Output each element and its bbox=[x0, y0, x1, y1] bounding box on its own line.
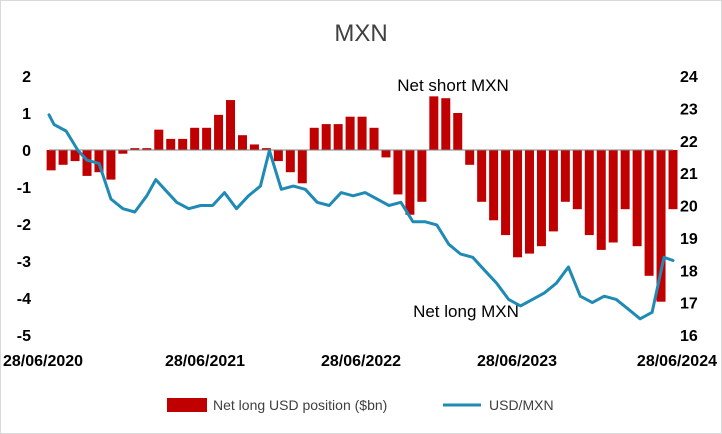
bar-2023-05-05 bbox=[489, 150, 499, 221]
left-tick-label: -3 bbox=[17, 254, 31, 271]
bar-2020-09-25 bbox=[82, 150, 92, 176]
bar-2022-05-06 bbox=[333, 124, 343, 150]
right-tick-label: 20 bbox=[680, 199, 698, 216]
bar-2021-05-07 bbox=[178, 138, 188, 150]
bar-2024-01-12 bbox=[596, 150, 606, 250]
bar-2021-08-27 bbox=[226, 100, 236, 150]
bar-2022-04-08 bbox=[321, 124, 331, 150]
right-tick-label: 17 bbox=[680, 296, 698, 313]
bar-2022-12-16 bbox=[429, 96, 439, 150]
bar-2024-05-31 bbox=[656, 150, 666, 302]
bar-2024-06-28 bbox=[668, 150, 678, 210]
bar-2020-07-31 bbox=[58, 150, 68, 165]
bar-2023-03-10 bbox=[465, 150, 475, 165]
x-tick-label: 28/06/2024 bbox=[637, 353, 717, 370]
right-tick-label: 19 bbox=[680, 231, 698, 248]
right-tick-label: 24 bbox=[680, 69, 698, 86]
bar-2024-05-03 bbox=[644, 150, 654, 276]
bar-2020-10-23 bbox=[94, 150, 104, 173]
bar-2021-03-12 bbox=[154, 129, 164, 150]
left-tick-label: 1 bbox=[22, 106, 31, 123]
bar-2023-02-10 bbox=[453, 113, 463, 150]
bar-2022-03-11 bbox=[309, 127, 319, 150]
left-tick-label: 2 bbox=[22, 69, 31, 86]
bar-2022-07-29 bbox=[369, 127, 379, 150]
bar-2021-09-24 bbox=[237, 135, 247, 150]
right-tick-label: 23 bbox=[680, 101, 698, 118]
bar-2023-06-30 bbox=[513, 150, 523, 258]
line-layer bbox=[47, 113, 675, 321]
bar-2023-06-02 bbox=[501, 150, 511, 236]
bar-2022-08-26 bbox=[381, 150, 391, 158]
bar-2023-04-07 bbox=[477, 150, 487, 202]
bar-2020-11-20 bbox=[106, 150, 116, 180]
x-tick-label: 28/06/2022 bbox=[321, 353, 401, 370]
right-tick-label: 16 bbox=[680, 328, 698, 345]
bar-2022-09-23 bbox=[393, 150, 403, 195]
right-axis-ticks: 24 23 22 21 20 19 18 17 16 bbox=[680, 69, 698, 345]
bar-2022-11-18 bbox=[417, 150, 427, 202]
bar-2023-09-22 bbox=[548, 150, 558, 232]
bar-2023-01-13 bbox=[441, 98, 451, 150]
left-tick-label: -2 bbox=[17, 217, 31, 234]
usd-mxn-line bbox=[47, 113, 675, 321]
right-tick-label: 22 bbox=[680, 134, 698, 151]
bar-2023-11-17 bbox=[572, 150, 582, 210]
bar-2023-08-25 bbox=[536, 150, 546, 247]
x-axis-ticks: 28/06/2020 28/06/2021 28/06/2022 28/06/2023… bbox=[3, 353, 717, 370]
left-tick-label: 0 bbox=[22, 143, 31, 160]
bar-2022-07-01 bbox=[357, 116, 367, 150]
bar-2021-06-04 bbox=[190, 127, 200, 150]
bar-2022-02-11 bbox=[297, 150, 307, 184]
bars-layer bbox=[46, 96, 678, 302]
bar-2021-07-02 bbox=[202, 127, 212, 150]
bar-2022-01-14 bbox=[285, 150, 295, 173]
bar-2021-02-12 bbox=[142, 148, 152, 150]
legend-label-bars: Net long USD position ($bn) bbox=[213, 397, 387, 413]
bar-2021-07-30 bbox=[214, 114, 224, 150]
bar-2021-01-15 bbox=[130, 148, 140, 150]
left-axis-ticks: 2 1 0 -1 -2 -3 -4 -5 bbox=[17, 69, 31, 345]
left-tick-label: -4 bbox=[17, 291, 31, 308]
bar-2023-07-28 bbox=[524, 150, 534, 254]
bar-2024-03-08 bbox=[620, 150, 630, 210]
left-tick-label: -5 bbox=[17, 328, 31, 345]
right-tick-label: 18 bbox=[680, 263, 698, 280]
bar-2022-10-21 bbox=[405, 150, 415, 215]
bar-2023-12-15 bbox=[584, 150, 594, 236]
chart-title: MXN bbox=[334, 20, 387, 47]
annotation-net-long: Net long MXN bbox=[413, 302, 519, 321]
x-tick-label: 28/06/2020 bbox=[3, 353, 83, 370]
bar-2023-10-20 bbox=[560, 150, 570, 202]
bar-2021-10-22 bbox=[249, 144, 259, 150]
x-tick-label: 28/06/2021 bbox=[165, 353, 245, 370]
bar-2020-08-28 bbox=[70, 150, 80, 162]
bar-2021-12-17 bbox=[273, 150, 283, 162]
bar-2021-04-09 bbox=[166, 138, 176, 150]
annotation-net-short: Net short MXN bbox=[397, 76, 508, 95]
bar-2020-07-03 bbox=[46, 150, 56, 171]
bar-2020-12-18 bbox=[118, 150, 128, 154]
bar-2024-02-09 bbox=[608, 150, 618, 243]
x-tick-label: 28/06/2023 bbox=[477, 353, 557, 370]
bar-2022-06-03 bbox=[345, 116, 355, 150]
left-tick-label: -1 bbox=[17, 180, 31, 197]
legend-label-line: USD/MXN bbox=[489, 397, 554, 413]
legend: Net long USD position ($bn) USD/MXN bbox=[167, 397, 554, 413]
right-tick-label: 21 bbox=[680, 166, 698, 183]
bar-2021-11-19 bbox=[261, 148, 271, 150]
legend-swatch-bars bbox=[167, 398, 207, 412]
bar-2024-04-05 bbox=[632, 150, 642, 247]
